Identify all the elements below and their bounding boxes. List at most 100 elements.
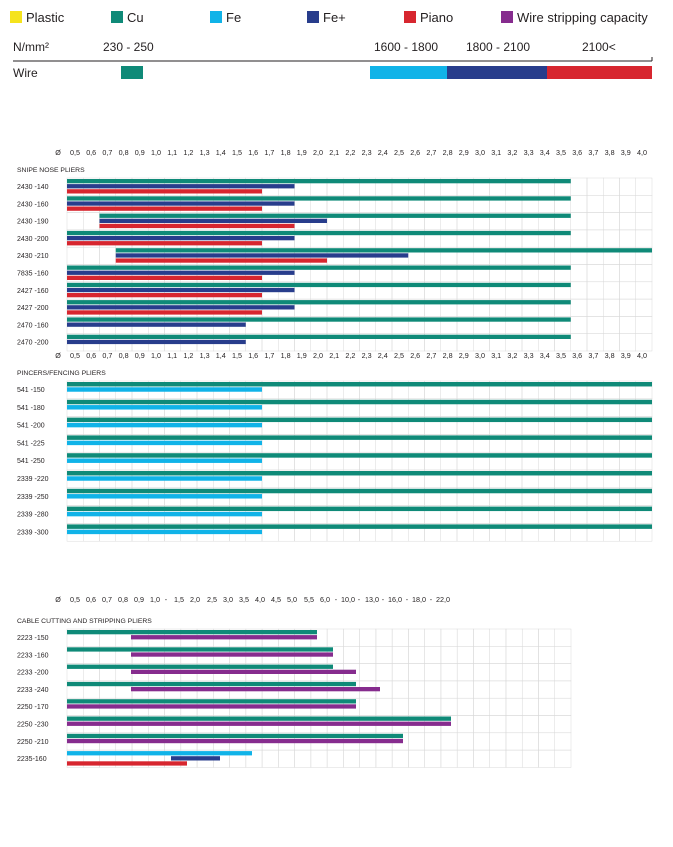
- tick-label: 3,4: [540, 148, 550, 157]
- tick-label: 1,8: [281, 351, 291, 360]
- tick-label: 6,0: [320, 595, 330, 604]
- grid-cell: [505, 680, 523, 699]
- row-model-label: 2339 -250: [17, 494, 49, 501]
- grid-cell: [424, 732, 442, 751]
- grid-cell: [521, 680, 539, 699]
- grid-cell: [473, 732, 490, 751]
- grid-cell: [603, 333, 620, 352]
- grid-cell: [586, 195, 604, 213]
- grid-cell: [66, 212, 84, 231]
- grid-cell: [619, 316, 636, 334]
- plastic-swatch: [10, 11, 22, 23]
- tick-label: 1,8: [281, 148, 291, 157]
- tick-label: 4,0: [637, 148, 647, 157]
- tick-label: 2,6: [410, 148, 420, 157]
- bar-cu: [67, 435, 652, 440]
- grid-cell: [521, 663, 539, 682]
- row-model-label: 541 -250: [17, 458, 45, 465]
- row-model-label: 2339 -300: [17, 529, 49, 536]
- bar-fe+: [67, 201, 295, 206]
- tick-label: 2,2: [345, 351, 355, 360]
- grid-cell: [424, 646, 442, 664]
- grid-cell: [375, 749, 393, 768]
- row-model-label: 541 -180: [17, 405, 45, 412]
- row-model-label: 2430 -140: [17, 184, 49, 191]
- grid-cell: [391, 628, 409, 647]
- bar-fe+: [99, 218, 327, 223]
- tick-label: 10,0: [341, 595, 355, 604]
- piano-swatch: [404, 11, 416, 23]
- bar-cu: [67, 524, 652, 529]
- tick-label: 1,9: [297, 148, 307, 157]
- bar-cu: [67, 733, 403, 739]
- bar-cu: [67, 265, 571, 270]
- grid-cell: [310, 749, 328, 768]
- tick-label: 3,0: [223, 595, 233, 604]
- bar-fe+: [115, 253, 409, 258]
- grid-cell: [521, 646, 539, 664]
- grid-cell: [440, 749, 458, 768]
- bar-fe+: [67, 184, 295, 189]
- grid-cell: [505, 646, 523, 664]
- grid-cell: [326, 628, 344, 647]
- grid-cell: [408, 697, 425, 716]
- bar-piano: [115, 258, 327, 263]
- grid-cell: [489, 715, 507, 734]
- grid-cell: [554, 646, 572, 664]
- grid-cell: [603, 298, 620, 317]
- stripping-swatch: [501, 11, 513, 23]
- grid-cell: [619, 281, 636, 300]
- grid-cell: [456, 628, 474, 647]
- legend-label-piano: Piano: [420, 10, 454, 25]
- tick-label: 0,6: [86, 148, 96, 157]
- tick-label: 3,8: [605, 148, 615, 157]
- grid-cell: [408, 680, 425, 699]
- legend-item-cu: Cu: [111, 11, 144, 25]
- bar-fe: [67, 494, 262, 499]
- tick-label: 1,1: [167, 351, 177, 360]
- grid-cell: [359, 646, 377, 664]
- grid-cell: [603, 195, 620, 213]
- tick-label: 3,3: [524, 148, 534, 157]
- tick-label: 3,2: [507, 351, 517, 360]
- grid-cell: [521, 697, 539, 716]
- bar-cu: [67, 664, 333, 669]
- grid-cell: [456, 646, 474, 664]
- bar-cu: [67, 382, 652, 387]
- grid-cell: [619, 177, 636, 196]
- grid-cell: [538, 732, 555, 751]
- grid-cell: [456, 732, 474, 751]
- bar-cu: [99, 213, 571, 218]
- row-model-label: 2250 -230: [17, 722, 49, 729]
- grid-cell: [408, 749, 425, 768]
- bar-fe+: [67, 305, 295, 310]
- bar-cu: [67, 196, 571, 201]
- bar-fe: [67, 511, 262, 517]
- row-model-label: 541 -200: [17, 423, 45, 430]
- bar-fe: [67, 422, 262, 428]
- grid-cell: [408, 732, 425, 751]
- tick-label: -: [430, 595, 433, 604]
- row-model-label: 7835 -160: [17, 271, 49, 278]
- tick-label: 1,5: [232, 148, 242, 157]
- bar-piano: [67, 293, 262, 298]
- grid-cell: [473, 628, 490, 647]
- grid-cell: [603, 229, 620, 248]
- tick-label: 3,6: [572, 351, 582, 360]
- grid-cell: [424, 680, 442, 699]
- grid-cell: [586, 333, 604, 352]
- grid-cell: [424, 663, 442, 682]
- bar-piano: [67, 189, 262, 194]
- wire-bar-fe: [370, 66, 447, 79]
- grid-cell: [424, 697, 442, 716]
- grid-cell: [391, 646, 409, 664]
- bar-fe: [67, 440, 262, 446]
- grid-cell: [359, 628, 377, 647]
- grid-cell: [603, 316, 620, 334]
- tick-label: -: [165, 595, 168, 604]
- grid-cell: [489, 749, 507, 768]
- tick-label: 1,3: [200, 351, 210, 360]
- tick-label: 1,2: [183, 148, 193, 157]
- tick-label: 0,7: [102, 148, 112, 157]
